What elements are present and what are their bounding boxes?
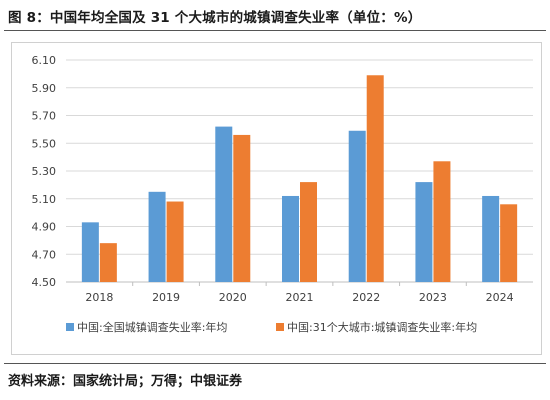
bar-series-1 — [148, 191, 166, 282]
y-tick-label: 5.10 — [32, 193, 57, 206]
gridlines — [66, 59, 533, 283]
bar-series-1 — [348, 130, 366, 282]
bar-series-2 — [300, 182, 317, 282]
y-tick-label: 5.50 — [32, 137, 57, 150]
y-tick-label: 5.30 — [32, 165, 57, 178]
bar-series-2 — [99, 243, 117, 282]
y-tick-label: 5.70 — [32, 110, 57, 123]
bar-series-2 — [433, 161, 451, 282]
legend-swatch-2 — [276, 323, 284, 331]
y-tick-label: 4.50 — [32, 276, 57, 289]
bar-series-1 — [415, 182, 433, 282]
bar-series-2 — [500, 204, 518, 282]
x-tick-label: 2019 — [152, 291, 180, 304]
legend-swatch-1 — [66, 323, 74, 331]
y-tick-label: 4.90 — [32, 221, 57, 234]
x-tick-label: 2022 — [352, 291, 380, 304]
unemployment-bar-chart: 4.50 4.70 4.90 5.10 5.30 5.50 5.70 5.90 6.10 201… — [32, 54, 533, 334]
source-rule — [4, 363, 546, 364]
bar-series-1 — [81, 222, 99, 282]
figure-title: 图 8：中国年均全国及 31 个大城市的城镇调查失业率（单位：%） — [8, 10, 422, 26]
bar-series-1 — [482, 195, 500, 282]
x-tick-label: 2021 — [286, 291, 314, 304]
x-tick-label: 2023 — [419, 291, 447, 304]
legend: 中国:全国城镇调查失业率:年均 中国:31个大城市:城镇调查失业率:年均 — [66, 320, 477, 334]
y-tick-label: 5.90 — [32, 82, 57, 95]
legend-label-1: 中国:全国城镇调查失业率:年均 — [77, 320, 227, 334]
bar-series-1 — [215, 126, 233, 282]
bar-series-2 — [166, 201, 184, 282]
x-tick-label: 2020 — [219, 291, 247, 304]
bar-series-2 — [233, 134, 251, 282]
x-tick-label: 2018 — [85, 291, 113, 304]
y-axis-ticks: 4.50 4.70 4.90 5.10 5.30 5.50 5.70 5.90 6.10 — [32, 54, 57, 289]
y-tick-label: 6.10 — [32, 54, 57, 67]
bars — [81, 75, 518, 282]
y-tick-label: 4.70 — [32, 248, 57, 261]
source-note: 资料来源：国家统计局；万得；中银证券 — [8, 374, 243, 389]
x-tick-label: 2024 — [486, 291, 514, 304]
legend-label-2: 中国:31个大城市:城镇调查失业率:年均 — [287, 320, 477, 334]
bar-series-1 — [282, 195, 299, 282]
x-axis-ticks: 2018 2019 2020 2021 2022 2023 2024 — [85, 282, 514, 304]
bar-series-2 — [366, 75, 384, 282]
title-rule — [4, 30, 546, 31]
